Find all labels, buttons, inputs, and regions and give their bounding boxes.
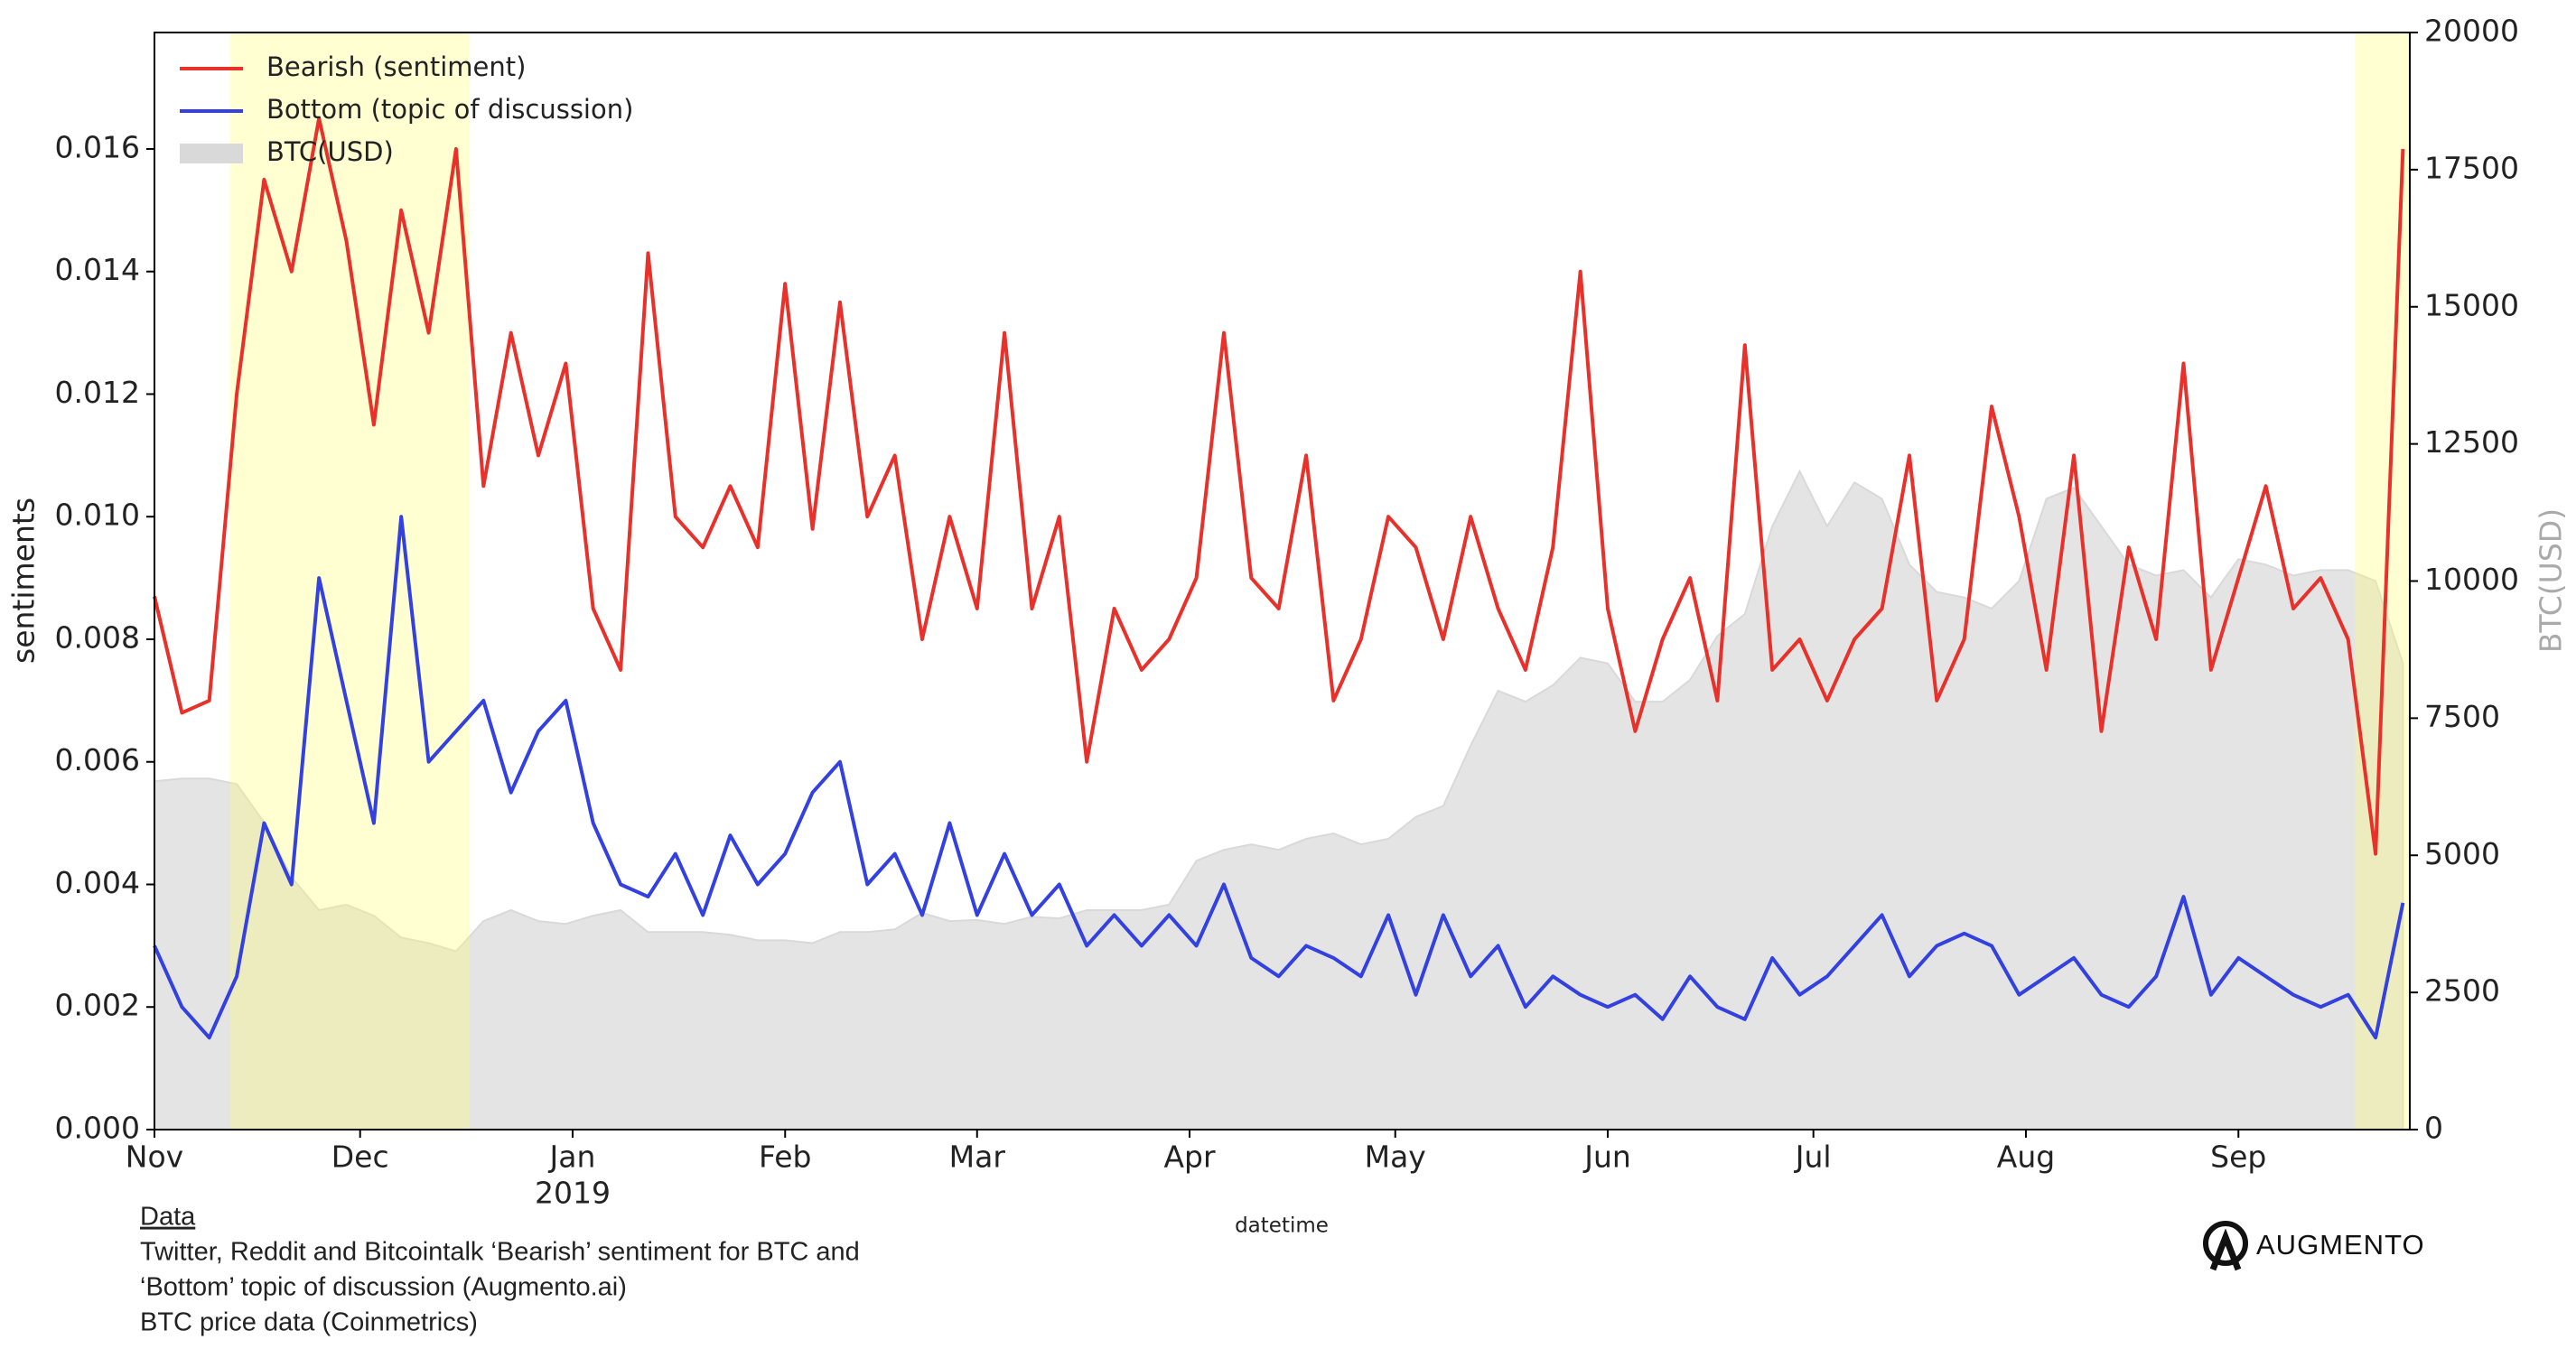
legend-label: Bearish (sentiment) [266,51,526,82]
legend-swatch [180,144,243,163]
y-axis-label: sentiments [6,498,42,664]
x-tick-label: Mar [949,1140,1006,1175]
x-tick-label: Sep [2210,1140,2266,1175]
x-tick-label: May [1365,1140,1426,1175]
series-line [153,116,2405,856]
x-tick-label: Dec [331,1140,389,1175]
btc-area [154,469,2404,1130]
y2-tick-label: 15000 [2424,287,2519,322]
footer-line: ‘Bottom’ topic of discussion (Augmento.a… [140,1273,627,1302]
footer-heading: Data [140,1203,196,1232]
y2-tick-label: 10000 [2424,562,2519,597]
logo: AUGMENTO [2203,1221,2425,1271]
y-tick-label: 0.010 [55,498,140,533]
y2-tick-label: 2500 [2424,973,2500,1009]
y-tick-label: 0.014 [55,252,140,287]
highlight-span [229,33,471,1130]
footer-line: BTC price data (Coinmetrics) [140,1308,478,1337]
y2-tick-label: 7500 [2424,699,2500,734]
legend-label: Bottom (topic of discussion) [266,94,633,125]
y2-tick-label: 0 [2424,1111,2443,1146]
x-axis-label: datetime [1235,1214,1329,1238]
x-tick-label: Jun [1582,1140,1631,1175]
y2-axis-label: BTC(USD) [2534,508,2569,653]
legend-label: BTC(USD) [266,136,394,167]
y2-tick-label: 12500 [2424,424,2519,460]
y-tick-label: 0.016 [55,129,140,164]
footer-line: Twitter, Reddit and Bitcointalk ‘Bearish… [140,1238,860,1267]
x-tick-sublabel: 2019 [535,1176,611,1211]
x-tick-label: Apr [1163,1140,1216,1175]
y-tick-label: 0.004 [55,865,140,900]
y-tick-label: 0.012 [55,375,140,410]
x-tick-label: Nov [126,1140,183,1175]
y-tick-label: 0.006 [55,742,140,777]
y2-tick-label: 5000 [2424,836,2500,871]
logo-icon [2203,1221,2248,1266]
y-tick-label: 0.000 [55,1111,140,1146]
y2-tick-label: 20000 [2424,14,2519,49]
logo-text: AUGMENTO [2256,1229,2425,1261]
y-tick-label: 0.008 [55,619,140,655]
series-line [153,515,2405,1040]
x-tick-label: Jul [1794,1140,1832,1175]
x-tick-label: Aug [1997,1140,2055,1175]
logo-icon [2209,1228,2242,1271]
y2-tick-label: 17500 [2424,150,2519,185]
y-tick-label: 0.002 [55,988,140,1023]
x-tick-label: Feb [759,1140,811,1175]
x-tick-label: Jan [548,1140,596,1175]
